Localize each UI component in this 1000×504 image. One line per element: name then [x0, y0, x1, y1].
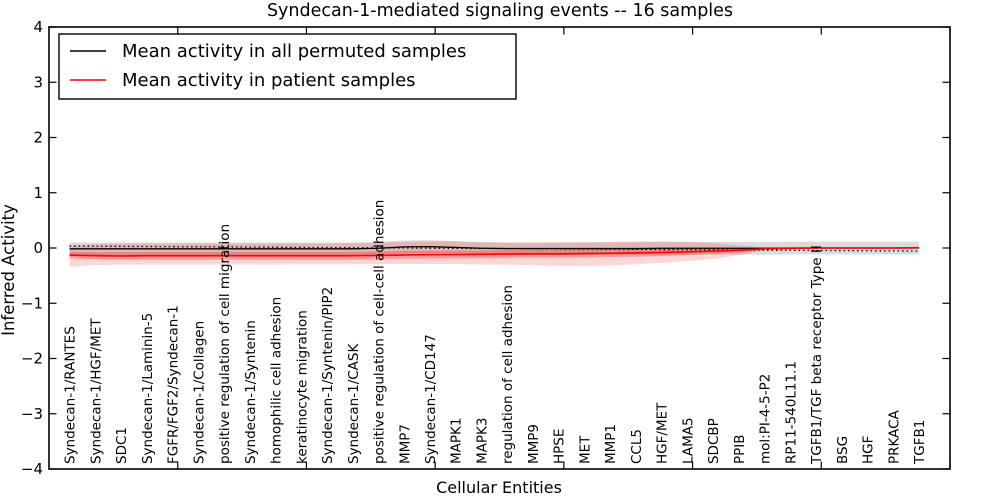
x-category-label: Syndecan-1/CASK [346, 343, 362, 464]
y-tick-label: 4 [33, 18, 43, 36]
x-category-label: RP11-540L11.1 [783, 361, 799, 464]
x-category-label: TGFB1/TGF beta receptor Type II [809, 245, 825, 465]
y-tick-label: −4 [21, 460, 43, 478]
x-category-label: MMP7 [397, 424, 413, 464]
patient-mean-line [69, 246, 920, 257]
zero-dotted-line [69, 245, 920, 252]
x-category-label: Syndecan-1/CD147 [423, 334, 439, 464]
x-category-label: Syndecan-1/Collagen [191, 321, 207, 464]
x-category-label: Syndecan-1/Syntenin [243, 320, 259, 464]
x-category-label: CCL5 [629, 429, 645, 464]
x-category-label: MAPK3 [474, 418, 490, 464]
series-lines [69, 245, 920, 257]
x-category-label: PPIB [732, 434, 748, 464]
x-category-label: Syndecan-1/Syntenin/PIP2 [320, 287, 336, 464]
x-category-label: keratinocyte migration [294, 310, 310, 464]
x-category-label: regulation of cell adhesion [500, 285, 516, 464]
chart-title: Syndecan-1-mediated signaling events -- … [267, 1, 733, 21]
x-axis-label: Cellular Entities [436, 478, 562, 497]
y-axis-label: Inferred Activity [0, 204, 18, 336]
x-category-label: positive regulation of cell migration [217, 224, 233, 464]
legend: Mean activity in all permuted samples Me… [58, 33, 517, 100]
x-category-label: MMP1 [603, 424, 619, 464]
y-tick-label: 0 [33, 239, 43, 257]
x-category-label: MET [577, 435, 593, 464]
y-tick-label: 1 [33, 184, 43, 202]
y-tick-label: 3 [33, 73, 43, 91]
legend-patient-label: Mean activity in patient samples [122, 70, 416, 91]
x-category-labels: Syndecan-1/RANTES Syndecan-1/HGF/MET SDC1 S… [63, 200, 929, 465]
y-tick-label: 2 [33, 129, 43, 147]
y-tick-label: −1 [21, 294, 43, 312]
y-tick-labels: 4 3 2 1 0 −1 −2 −3 −4 [21, 18, 43, 478]
x-category-label: positive regulation of cell-cell adhesio… [372, 200, 388, 464]
x-category-label: PRKACA [886, 409, 902, 464]
x-category-label: MAPK1 [449, 418, 465, 464]
y-tick-label: −3 [21, 405, 43, 423]
x-category-label: Syndecan-1/RANTES [63, 326, 79, 464]
x-category-label: SDCBP [706, 418, 722, 464]
x-category-label: HGF/MET [655, 402, 671, 464]
x-category-label: SDC1 [114, 427, 130, 464]
x-category-label: TGFB1 [912, 420, 928, 465]
legend-permuted-label: Mean activity in all permuted samples [122, 41, 466, 62]
y-tick-label: −2 [21, 350, 43, 368]
x-category-label: mol:PI-4-5-P2 [758, 374, 774, 464]
x-category-label: Syndecan-1/HGF/MET [88, 318, 104, 464]
x-category-label: LAMA5 [680, 417, 696, 464]
x-category-label: homophilic cell adhesion [269, 297, 285, 464]
x-category-label: HGF [861, 436, 877, 464]
x-category-label: HPSE [552, 429, 568, 464]
x-category-label: MMP9 [526, 424, 542, 464]
x-category-label: FGFR/FGF2/Syndecan-1 [166, 305, 182, 464]
legend-box [58, 33, 517, 100]
x-category-label: BSG [835, 436, 851, 464]
x-category-label: Syndecan-1/Laminin-5 [140, 313, 156, 464]
plot-border [48, 26, 951, 470]
